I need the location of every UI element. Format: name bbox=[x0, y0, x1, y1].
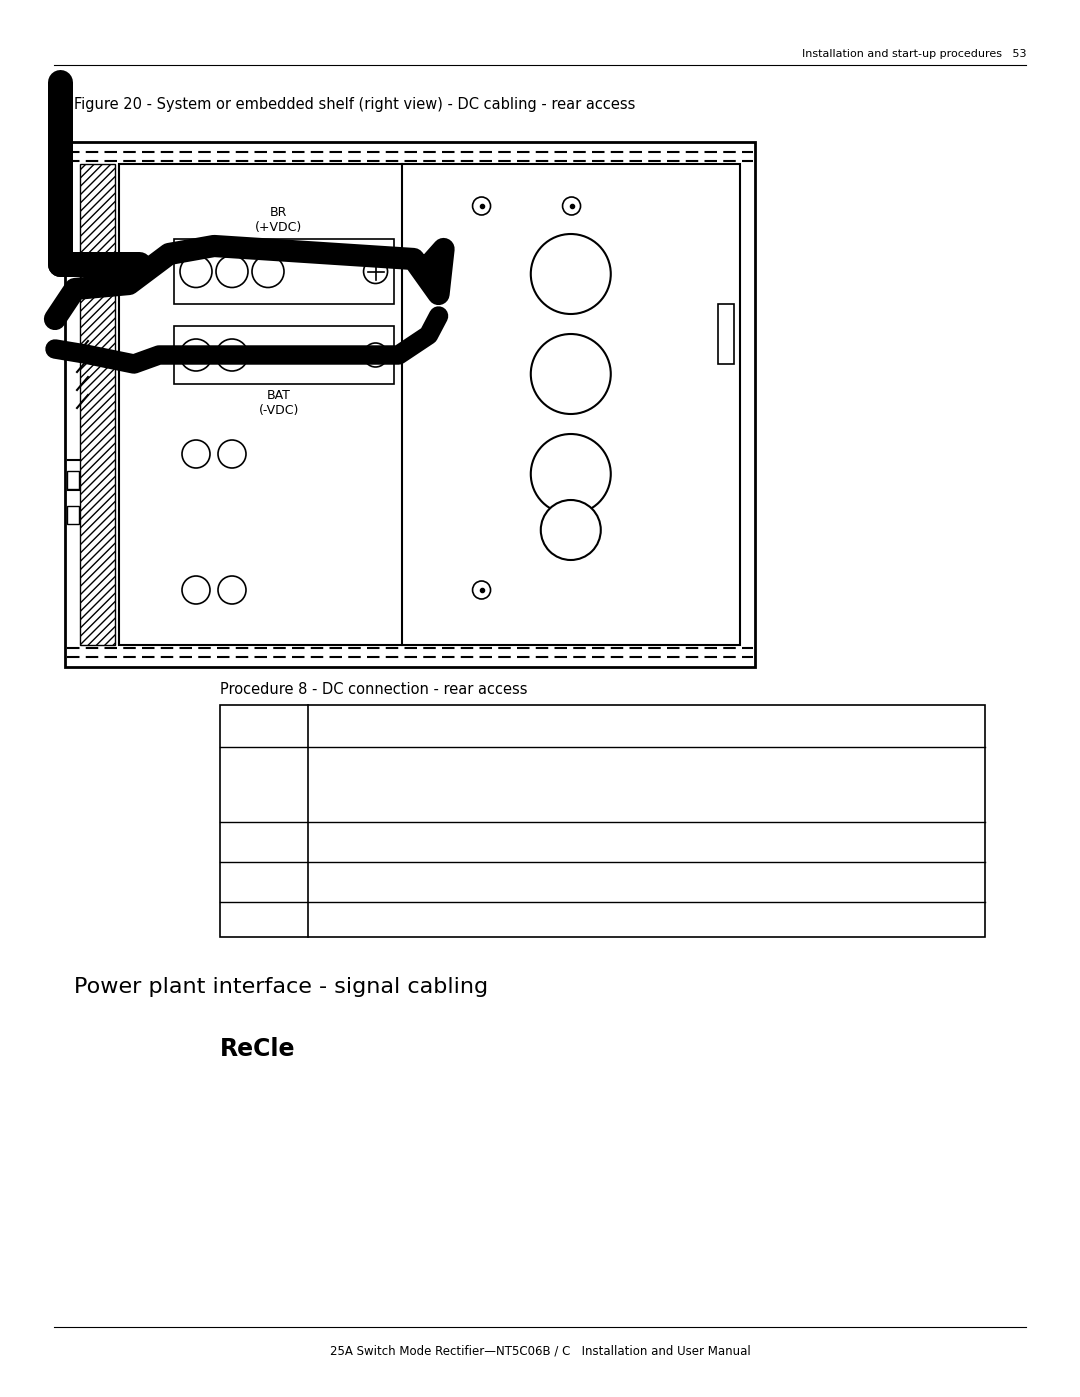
Bar bbox=[67, 471, 79, 489]
Text: BR
(+VDC): BR (+VDC) bbox=[255, 205, 302, 235]
Bar bbox=[119, 163, 740, 645]
Bar bbox=[80, 163, 114, 645]
Text: 2: 2 bbox=[259, 834, 269, 849]
Text: 3: 3 bbox=[259, 875, 269, 890]
Text: Power plant interface - signal cabling: Power plant interface - signal cabling bbox=[75, 977, 488, 997]
Text: Insert the bushings, run and connect the wires as illustrated.: Insert the bushings, run and connect the… bbox=[318, 835, 725, 848]
Circle shape bbox=[530, 434, 611, 514]
Circle shape bbox=[216, 339, 248, 372]
Text: Figure 20 - System or embedded shelf (right view) - DC cabling - rear access: Figure 20 - System or embedded shelf (ri… bbox=[75, 96, 635, 112]
Text: Punch out the top two 0.875-inch dia. knockouts on the right rear of the: Punch out the top two 0.875-inch dia. kn… bbox=[318, 759, 799, 773]
Text: 1: 1 bbox=[259, 777, 269, 792]
Circle shape bbox=[364, 260, 388, 284]
Text: BAT
(-VDC): BAT (-VDC) bbox=[258, 388, 299, 416]
Circle shape bbox=[180, 256, 212, 288]
Bar bbox=[67, 506, 79, 524]
Text: ReCle: ReCle bbox=[220, 1037, 296, 1060]
Text: Step: Step bbox=[246, 718, 282, 733]
Circle shape bbox=[473, 581, 490, 599]
Circle shape bbox=[183, 440, 210, 468]
Circle shape bbox=[541, 500, 600, 560]
Bar bbox=[718, 305, 734, 365]
Circle shape bbox=[252, 256, 284, 288]
Text: -end-: -end- bbox=[584, 912, 620, 926]
Bar bbox=[220, 705, 985, 937]
Text: Procedure 8 - DC connection - rear access: Procedure 8 - DC connection - rear acces… bbox=[220, 682, 527, 697]
Text: Action: Action bbox=[622, 718, 671, 733]
Circle shape bbox=[530, 235, 611, 314]
Circle shape bbox=[216, 256, 248, 288]
Circle shape bbox=[218, 440, 246, 468]
Text: 25A Switch Mode Rectifier—NT5C06B / C   Installation and User Manual: 25A Switch Mode Rectifier—NT5C06B / C In… bbox=[329, 1345, 751, 1358]
Bar bbox=[174, 239, 393, 305]
Text: Re-install the blank panel to prevent access to the connections inside.: Re-install the blank panel to prevent ac… bbox=[318, 876, 787, 888]
Circle shape bbox=[473, 197, 490, 215]
Circle shape bbox=[530, 334, 611, 414]
Bar bbox=[174, 326, 393, 384]
Circle shape bbox=[364, 344, 388, 367]
Circle shape bbox=[218, 576, 246, 604]
Bar bbox=[65, 142, 755, 666]
Circle shape bbox=[183, 576, 210, 604]
Circle shape bbox=[180, 339, 212, 372]
Text: shelf.: shelf. bbox=[318, 782, 353, 796]
Circle shape bbox=[563, 197, 581, 215]
Text: Installation and start-up procedures   53: Installation and start-up procedures 53 bbox=[801, 49, 1026, 59]
